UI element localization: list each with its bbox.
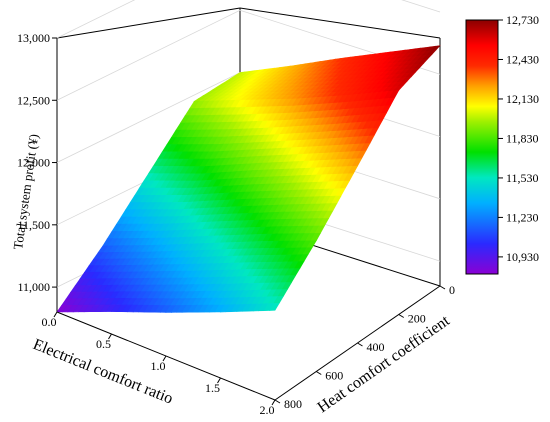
heat-tick-mark [398,314,405,318]
colorbar-tick-label: 11,530 [506,171,539,185]
ratio-tick-mark [271,399,276,406]
colorbar-tick-label: 10,930 [506,250,539,264]
ratio-tick-label: 1.0 [151,359,166,373]
frame-top-right [239,7,441,39]
ratio-tick-label: 0.5 [96,337,111,351]
colorbar-tick-label: 12,130 [506,92,539,106]
heat-tick-label: 600 [325,369,343,383]
ratio-tick-mark [53,311,58,318]
x-axis-title: Heat comfort coefficient [315,312,454,416]
ratio-tick-mark [162,355,167,362]
heat-tick-mark [315,371,322,375]
colorbar-tick-label: 12,430 [506,52,539,66]
z-gridline [56,0,441,39]
heat-tick-label: 200 [408,312,426,326]
z-axis-title: Total system profit (¥) [10,133,41,250]
heat-tick-mark [274,399,281,404]
colorbar-tick-label: 11,230 [506,210,539,224]
z-tick-label: 12,000 [17,156,50,170]
ratio-tick-label: 1.5 [205,381,220,395]
ratio-tick-label: 0.0 [42,315,57,329]
ratio-tick-mark [217,377,221,384]
heat-tick-label: 400 [367,340,385,354]
frame-top-left [56,7,241,39]
z-tick-label: 11,000 [17,280,50,294]
z-tick-label: 13,000 [17,31,50,45]
heat-tick-mark [439,285,446,290]
heat-tick-mark [357,342,363,347]
colorbar-tick-label: 11,830 [506,131,539,145]
z-tick-label: 11,500 [17,218,50,232]
colorbar-tick-label: 12,730 [506,13,539,27]
z-gridline [56,9,441,101]
ratio-tick-label: 2.0 [260,403,275,417]
heat-tick-label: 800 [284,397,302,411]
colorbar: 12,730 12,430 12,130 11,830 11,530 11,230 10,9… [465,13,539,275]
heat-tick-label: 0 [449,283,455,297]
z-tick-label: 12,500 [17,93,50,107]
axis-ticks: 11,000 11,500 12,000 12,500 13,000 0.0 0.5 1.0 1… [17,31,455,417]
surface-cell [269,303,280,311]
ratio-tick-mark [108,333,112,340]
surface-mesh [56,45,441,313]
colorbar-gradient [465,19,499,275]
